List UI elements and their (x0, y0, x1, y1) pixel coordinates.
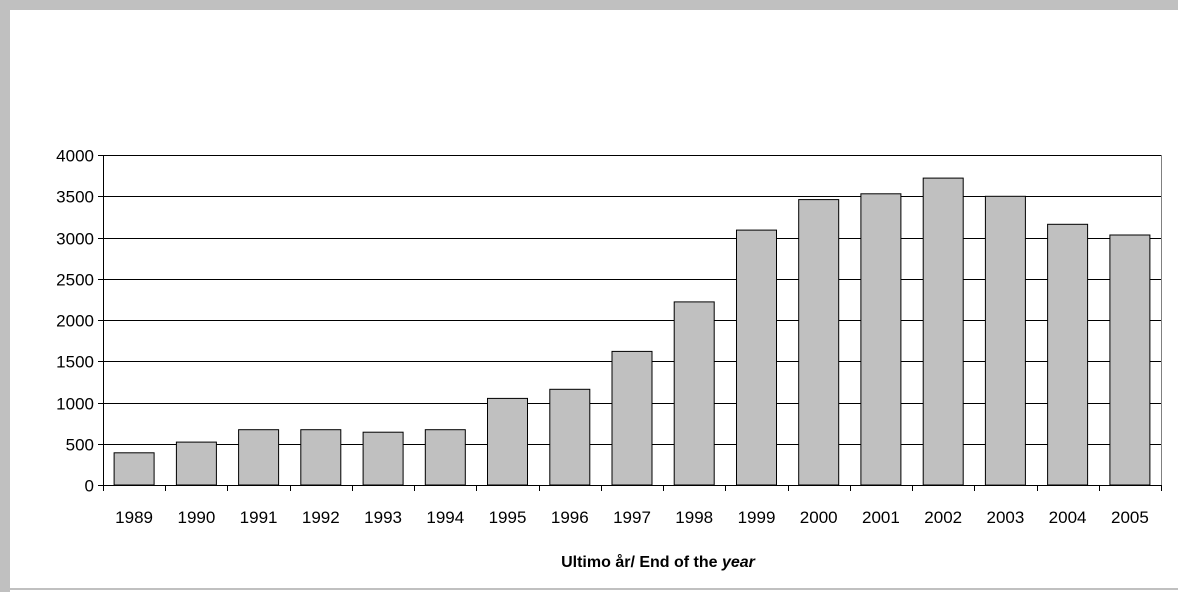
bar (984, 195, 1026, 486)
bar (424, 429, 466, 486)
x-axis-title-main: Ultimo år/ End of the (561, 553, 722, 571)
frame-left-border (0, 0, 10, 592)
x-tick-label: 1996 (551, 508, 589, 527)
bar (1109, 234, 1151, 486)
x-tick-label: 1997 (613, 508, 651, 527)
bar (300, 429, 342, 486)
x-axis-title-italic: year (721, 554, 756, 571)
x-tick-label: 1998 (675, 508, 713, 527)
y-tick-labels: 0 500 1000 1500 2000 2500 3000 3500 4000 (56, 147, 94, 496)
y-tick-label: 0 (85, 477, 94, 496)
bar (238, 429, 280, 486)
x-axis-title: Ultimo år/ End of the year (561, 553, 756, 571)
bar (113, 452, 155, 486)
bar (798, 199, 840, 486)
x-tick-label: 2001 (862, 508, 900, 527)
x-tick-label: 2004 (1049, 508, 1087, 527)
y-tick-label: 2000 (56, 312, 94, 331)
bar (673, 301, 715, 486)
x-tick-label: 1995 (489, 508, 527, 527)
x-tick-label: 2003 (986, 508, 1024, 527)
bar (736, 229, 777, 486)
frame-bottom-border (10, 588, 1178, 590)
bar (362, 431, 404, 486)
y-tick-label: 1000 (56, 395, 94, 414)
bar (611, 350, 653, 486)
frame-top-border (0, 0, 1178, 10)
x-tick-label: 1994 (426, 508, 464, 527)
bar (487, 397, 528, 486)
y-tick-label: 1500 (56, 353, 94, 372)
bar (1047, 223, 1089, 486)
y-tick-label: 500 (66, 436, 94, 455)
bar (549, 388, 591, 486)
x-tick-label: 1992 (302, 508, 340, 527)
x-tick-label: 1990 (177, 508, 215, 527)
x-tick-label: 1999 (738, 508, 776, 527)
x-tick-label: 1991 (240, 508, 278, 527)
bars (113, 177, 1151, 486)
y-tick-label: 3500 (56, 188, 94, 207)
x-tick-labels: 1989 1990 1991 1992 1993 1994 1995 1996 1997 1998… (115, 508, 1149, 527)
x-tick-label: 2005 (1111, 508, 1149, 527)
y-tick-label: 2500 (56, 271, 94, 290)
x-tick-label: 2002 (924, 508, 962, 527)
y-tick-label: 3000 (56, 230, 94, 249)
bar (175, 441, 217, 486)
y-tick-label: 4000 (56, 147, 94, 166)
axes (98, 155, 1162, 491)
bar (860, 193, 902, 486)
x-tick-label: 1989 (115, 508, 153, 527)
bar (922, 177, 964, 486)
x-tick-label: 2000 (800, 508, 838, 527)
x-tick-label: 1993 (364, 508, 402, 527)
